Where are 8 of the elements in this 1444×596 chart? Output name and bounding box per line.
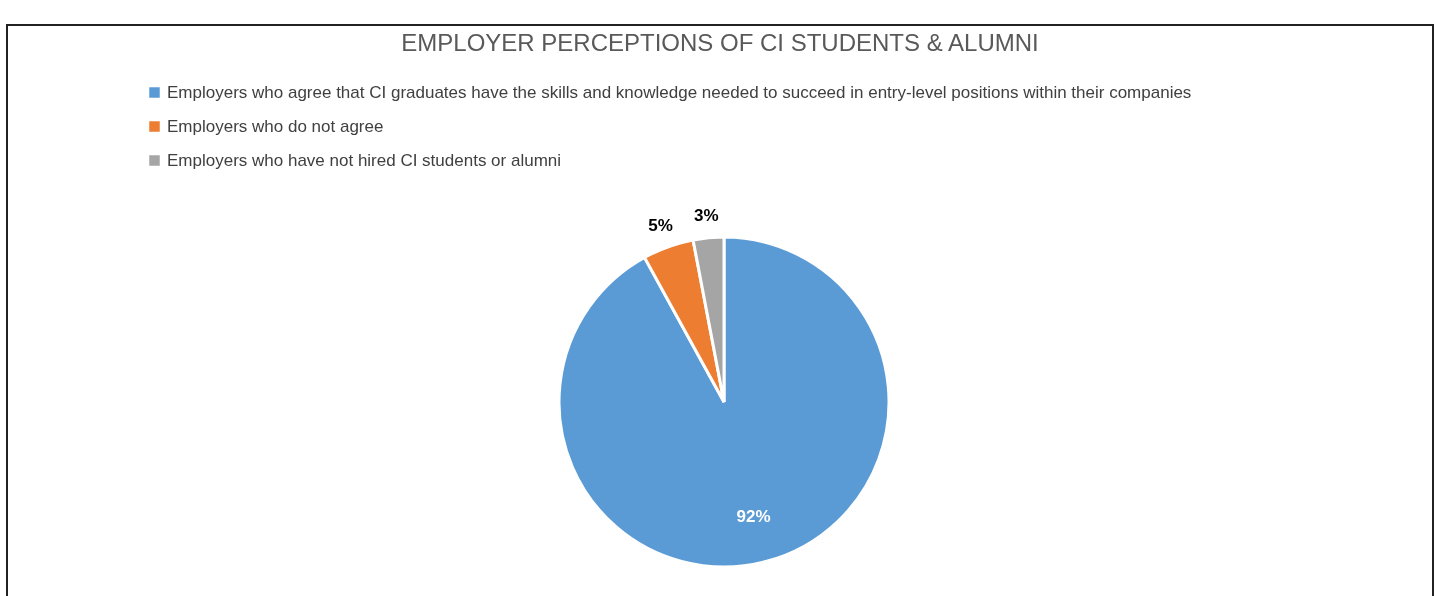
data-label: 3%	[694, 205, 719, 225]
pie-slice	[557, 235, 891, 569]
chart-title: EMPLOYER PERCEPTIONS OF CI STUDENTS & ALUMNI	[401, 29, 1039, 56]
data-label: 92%	[736, 507, 771, 527]
data-label: 5%	[648, 216, 673, 236]
legend-label: Employers who agree that CI graduates have the skills and knowledge needed to succeed in entry-level positions within their companies	[167, 82, 1192, 102]
legend-label: Employers who have not hired CI students or alumni	[167, 150, 562, 170]
legend-label: Employers who do not agree	[167, 116, 384, 136]
